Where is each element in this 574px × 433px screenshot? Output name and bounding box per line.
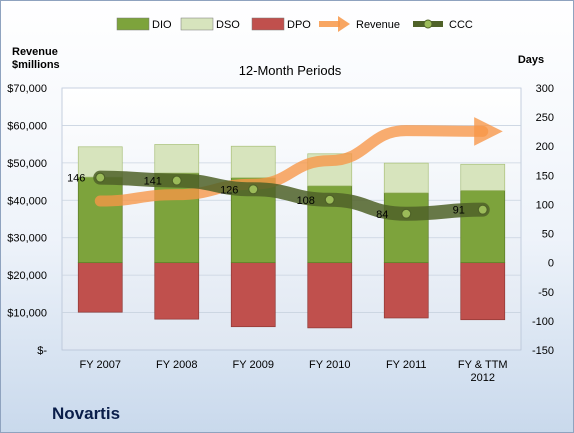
category-label: FY 2009 xyxy=(233,359,274,371)
right-tick-label: 250 xyxy=(536,112,554,124)
left-tick-label: $10,000 xyxy=(7,308,47,320)
category-label: FY & TTM xyxy=(458,359,508,371)
category-label: 2012 xyxy=(471,372,495,384)
ccc-data-label: 146 xyxy=(67,173,85,185)
ccc-point xyxy=(95,172,106,183)
left-tick-label: $30,000 xyxy=(7,233,47,245)
dpo-bar xyxy=(383,262,429,319)
right-tick-label: -100 xyxy=(532,316,554,328)
dso-bar xyxy=(230,145,276,179)
legend-label: DPO xyxy=(287,19,311,31)
ccc-point xyxy=(401,208,412,219)
legend-swatch-dpo xyxy=(251,17,285,31)
ccc-data-label: 108 xyxy=(297,195,315,207)
dpo-bar xyxy=(154,262,200,320)
ccc-data-label: 126 xyxy=(220,184,238,196)
right-tick-label: 200 xyxy=(536,141,554,153)
ccc-point xyxy=(324,194,335,205)
ccc-data-label: 84 xyxy=(376,209,388,221)
legend-label: Revenue xyxy=(356,19,400,31)
dso-bar xyxy=(383,162,429,194)
right-tick-label: -150 xyxy=(532,345,554,357)
ccc-data-label: 91 xyxy=(453,205,465,217)
dso-bar xyxy=(460,163,506,191)
company-name: Novartis xyxy=(52,404,121,423)
dio-bar xyxy=(154,172,200,264)
category-label: FY 2007 xyxy=(80,359,121,371)
legend-swatch-dso xyxy=(180,17,214,31)
right-tick-label: 150 xyxy=(536,170,554,182)
category-label: FY 2008 xyxy=(156,359,197,371)
category-label: FY 2010 xyxy=(309,359,350,371)
left-tick-label: $60,000 xyxy=(7,120,47,132)
dso-bar xyxy=(154,144,200,174)
right-tick-label: -50 xyxy=(538,287,554,299)
dpo-bar xyxy=(77,262,123,313)
revenue-arrow xyxy=(94,117,503,207)
left-axis-title: Revenue xyxy=(12,46,58,58)
left-tick-label: $70,000 xyxy=(7,83,47,95)
right-tick-label: 50 xyxy=(542,229,554,241)
left-tick-label: $- xyxy=(37,345,47,357)
ccc-data-label: 141 xyxy=(144,176,162,188)
right-tick-label: 100 xyxy=(536,199,554,211)
legend-revenue-swatch-head xyxy=(338,16,350,32)
ccc-point xyxy=(477,204,488,215)
legend-swatch-dio xyxy=(116,17,150,31)
dio-bar xyxy=(77,176,123,264)
legend-label: DSO xyxy=(216,19,240,31)
dio-bar xyxy=(383,192,429,264)
right-axis-title: Days xyxy=(518,54,544,66)
category-label: FY 2011 xyxy=(386,359,427,371)
left-tick-label: $40,000 xyxy=(7,195,47,207)
right-tick-label: 300 xyxy=(536,83,554,95)
dpo-bar xyxy=(307,262,353,329)
left-tick-label: $50,000 xyxy=(7,158,47,170)
legend-label: CCC xyxy=(449,19,473,31)
left-axis-title: $millions xyxy=(12,59,60,71)
ccc-point xyxy=(248,184,259,195)
legend-ccc-marker xyxy=(423,19,433,29)
dpo-bar xyxy=(460,262,506,321)
dpo-bar xyxy=(230,262,276,328)
left-tick-label: $20,000 xyxy=(7,270,47,282)
ccc-point xyxy=(171,175,182,186)
dio-bar xyxy=(460,190,506,264)
right-tick-label: 0 xyxy=(548,258,554,270)
chart-title: 12-Month Periods xyxy=(239,63,342,78)
legend-label: DIO xyxy=(152,19,172,31)
